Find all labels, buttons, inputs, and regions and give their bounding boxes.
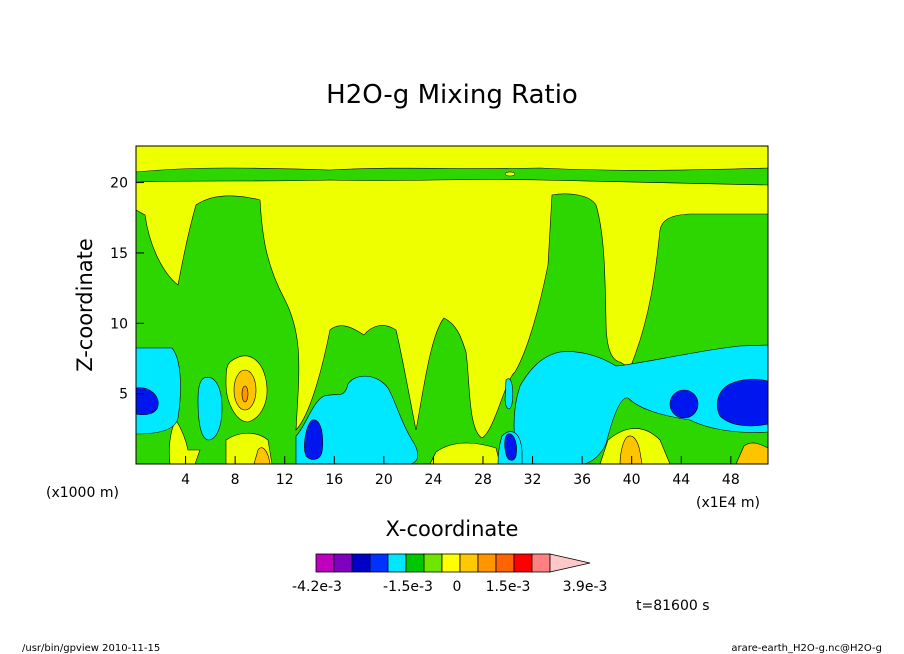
colorbar xyxy=(315,553,591,573)
contour-cyan-mid xyxy=(295,375,419,465)
x-tick-label: 28 xyxy=(474,472,492,488)
contour-yellow-low-2 xyxy=(168,419,201,465)
x-tick-label: 48 xyxy=(722,472,740,488)
contour-cyan-right xyxy=(513,344,769,465)
colorbar-swatch xyxy=(369,553,389,573)
plot-frame xyxy=(135,145,769,465)
colorbar-swatch xyxy=(459,553,479,573)
x-unit-right: (x1E4 m) xyxy=(696,495,760,511)
x-tick-label: 36 xyxy=(573,472,591,488)
x-tick-label: 16 xyxy=(325,472,343,488)
y-tick-label: 10 xyxy=(110,316,128,332)
colorbar-swatch xyxy=(477,553,497,573)
contour-blue-right-2 xyxy=(717,378,769,427)
colorbar-swatch xyxy=(351,553,371,573)
x-tick-label: 44 xyxy=(672,472,690,488)
x-tick-label: 20 xyxy=(375,472,393,488)
x-tick-label: 8 xyxy=(231,472,240,488)
y-tick-label: 5 xyxy=(119,387,128,403)
colorbar-swatch xyxy=(441,553,461,573)
y-tick-label: 15 xyxy=(110,246,128,262)
colorbar-tick-label: 1.5e-3 xyxy=(486,579,531,595)
contour-cyan-left-small xyxy=(197,376,223,441)
colorbar-swatch xyxy=(531,553,551,573)
contour-orange-core-2 xyxy=(241,385,249,403)
y-axis-title: Z-coordinate xyxy=(73,238,97,372)
colorbar-arrow xyxy=(549,553,591,573)
colorbar-tick-label: 3.9e-3 xyxy=(563,579,608,595)
x-tick-label: 4 xyxy=(181,472,190,488)
y-axis: 5 10 15 20 xyxy=(110,176,144,403)
contour-cyan-thin xyxy=(504,378,514,410)
x-tick-label: 12 xyxy=(276,472,294,488)
y-tick-label: 20 xyxy=(110,176,128,192)
footer-left: /usr/bin/gpview 2010-11-15 xyxy=(22,643,160,654)
colorbar-swatch xyxy=(333,553,353,573)
x-axis: 4 8 12 16 20 24 28 32 36 40 44 48 xyxy=(181,456,740,488)
colorbar-labels: -4.2e-3 -1.5e-3 0 1.5e-3 3.9e-3 xyxy=(292,579,607,595)
x-tick-label: 24 xyxy=(424,472,442,488)
colorbar-tick-label: -1.5e-3 xyxy=(383,579,433,595)
footer-right: arare-earth_H2O-g.nc@H2O-g xyxy=(731,643,882,654)
colorbar-swatch xyxy=(387,553,407,573)
colorbar-swatch xyxy=(405,553,425,573)
x-unit-left: (x1000 m) xyxy=(46,485,119,501)
colorbar-tick-label: 0 xyxy=(453,579,462,595)
x-tick-label: 32 xyxy=(524,472,542,488)
contour-blue-left xyxy=(135,387,159,416)
colorbar-swatch xyxy=(495,553,515,573)
chart-title: H2O-g Mixing Ratio xyxy=(326,80,578,110)
colorbar-tick-label: -4.2e-3 xyxy=(292,579,342,595)
x-tick-label: 40 xyxy=(623,472,641,488)
contour-blue-right-1 xyxy=(669,389,699,419)
colorbar-swatch xyxy=(423,553,443,573)
contour-blue-mid2 xyxy=(504,433,517,461)
contour-blue-mid xyxy=(304,419,323,460)
x-axis-title: X-coordinate xyxy=(386,517,519,541)
colorbar-swatch xyxy=(513,553,533,573)
time-label: t=81600 s xyxy=(636,598,710,614)
contour-top-speck xyxy=(504,171,516,177)
colorbar-swatch xyxy=(315,553,335,573)
plot-area xyxy=(135,145,769,465)
